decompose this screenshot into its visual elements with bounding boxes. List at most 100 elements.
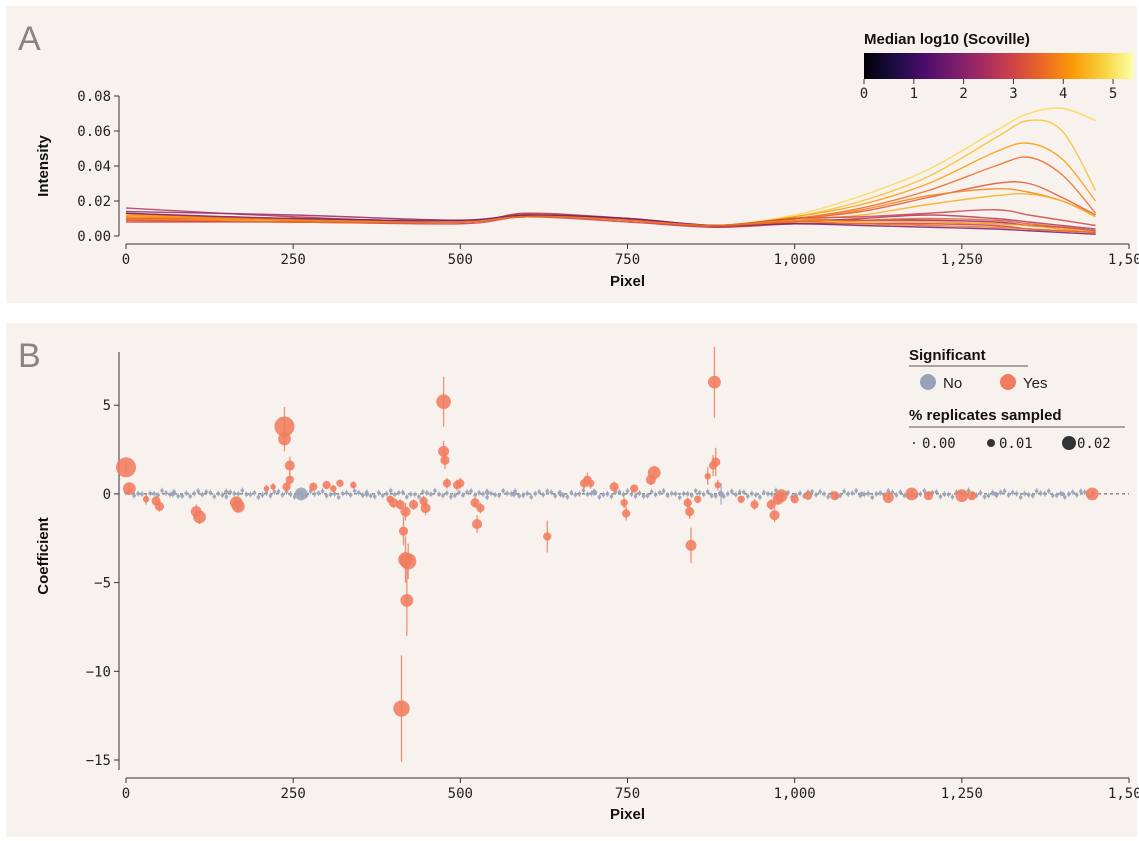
nonsignificant-point [541, 492, 546, 497]
nonsignificant-point [216, 491, 221, 496]
nonsignificant-point [1067, 492, 1071, 496]
nonsignificant-point [938, 494, 943, 499]
data-point [1059, 491, 1065, 497]
series-line [125, 216, 1096, 234]
nonsignificant-point [641, 494, 646, 499]
y-axis-title: Intensity [35, 135, 52, 197]
panel-a-chart: A 0.000.020.040.060.080 250 500 750 1,000 1,2… [18, 20, 1139, 290]
nonsignificant-point [818, 489, 822, 494]
x-axis-title: Pixel [610, 806, 645, 823]
data-point [769, 510, 780, 521]
legend-no-label: No [943, 375, 962, 392]
nonsignificant-point [228, 490, 233, 494]
nonsignificant-point [156, 493, 160, 497]
nonsignificant-point [469, 489, 473, 493]
data-point [511, 491, 517, 497]
nonsignificant-point [726, 492, 730, 496]
nonsignificant-point [252, 491, 257, 495]
nonsignificant-point [585, 492, 590, 497]
x-axis-title: Pixel [610, 273, 645, 290]
nonsignificant-point [368, 493, 373, 498]
data-point [193, 510, 206, 524]
nonsignificant-point [978, 490, 983, 495]
nonsignificant-point [770, 492, 774, 496]
data-point [591, 489, 597, 495]
data-point [470, 498, 480, 508]
x-tick-label: 1,000 [774, 252, 816, 268]
nonsignificant-point [553, 494, 558, 498]
data-point [708, 461, 718, 470]
nonsignificant-point [693, 489, 698, 493]
nonsignificant-point [1038, 491, 1043, 496]
data-point [438, 445, 450, 457]
data-point [737, 495, 745, 503]
nonsignificant-point [842, 489, 846, 494]
nonsignificant-point [477, 490, 481, 495]
colorbar-tick-label: 0 [860, 86, 868, 102]
nonsignificant-point [380, 493, 385, 498]
x-tick-label: 1,250 [941, 786, 983, 802]
data-point [400, 593, 414, 607]
nonsignificant-point [581, 488, 586, 493]
nonsignificant-point [180, 494, 184, 498]
x-tick-label: 0 [122, 252, 130, 268]
nonsignificant-point [605, 491, 610, 496]
data-point [400, 506, 411, 517]
legend-size-swatch [913, 442, 915, 444]
nonsignificant-point [445, 491, 449, 495]
nonsignificant-point [685, 492, 690, 496]
nonsignificant-point [746, 494, 750, 499]
nonsignificant-point [902, 493, 907, 498]
nonsignificant-point [1046, 489, 1051, 493]
nonsignificant-point [320, 489, 325, 493]
panel-b: B 5 0 −5 −10 −15 0 250 500 750 1,000 1,250 1,500 Pix… [6, 323, 1139, 837]
panel-letter-a: A [18, 20, 41, 58]
nonsignificant-point [288, 492, 293, 497]
nonsignificant-point [637, 491, 642, 495]
data-point [683, 498, 692, 507]
nonsignificant-point [762, 490, 766, 495]
legend-no-swatch [920, 374, 936, 390]
nonsignificant-point [810, 489, 814, 494]
data-point [774, 489, 788, 503]
nonsignificant-point [645, 493, 650, 498]
nonsignificant-point [160, 488, 164, 493]
nonsignificant-point [140, 492, 144, 496]
nonsignificant-point [653, 492, 658, 497]
nonsignificant-point [328, 492, 333, 497]
x-tick-label: 0 [122, 786, 130, 802]
nonsignificant-point [565, 495, 570, 499]
nonsignificant-point [224, 494, 229, 499]
nonsignificant-point [529, 495, 534, 499]
nonsignificant-point [457, 490, 461, 495]
data-point [282, 482, 291, 491]
colorbar-tick-label: 2 [959, 86, 967, 102]
data-point [882, 491, 894, 503]
x-tick-label: 500 [448, 252, 473, 268]
data-point [408, 499, 419, 510]
nonsignificant-point [429, 492, 433, 497]
data-point [859, 491, 864, 497]
data-point [1085, 487, 1099, 501]
data-point [436, 394, 451, 409]
data-point [364, 491, 370, 497]
data-point [830, 491, 840, 501]
nonsignificant-point [713, 494, 718, 498]
data-point [609, 482, 619, 492]
nonsignificant-point [601, 492, 606, 497]
legend: Significant No Yes % replicates sampled 0.00… [909, 347, 1125, 452]
nonsignificant-point [148, 491, 152, 496]
data-point [350, 481, 357, 489]
data-point [294, 487, 308, 501]
nonsignificant-point [312, 492, 317, 496]
nonsignificant-point [1042, 491, 1047, 496]
nonsignificant-point [164, 491, 168, 495]
nonsignificant-point [822, 492, 826, 496]
x-tick-label: 750 [615, 252, 640, 268]
legend-size-label: 0.00 [922, 436, 956, 452]
nonsignificant-point [481, 492, 485, 496]
nonsignificant-point [946, 492, 951, 497]
nonsignificant-point [705, 489, 710, 494]
nonsignificant-point [260, 493, 265, 497]
data-point [285, 475, 294, 484]
